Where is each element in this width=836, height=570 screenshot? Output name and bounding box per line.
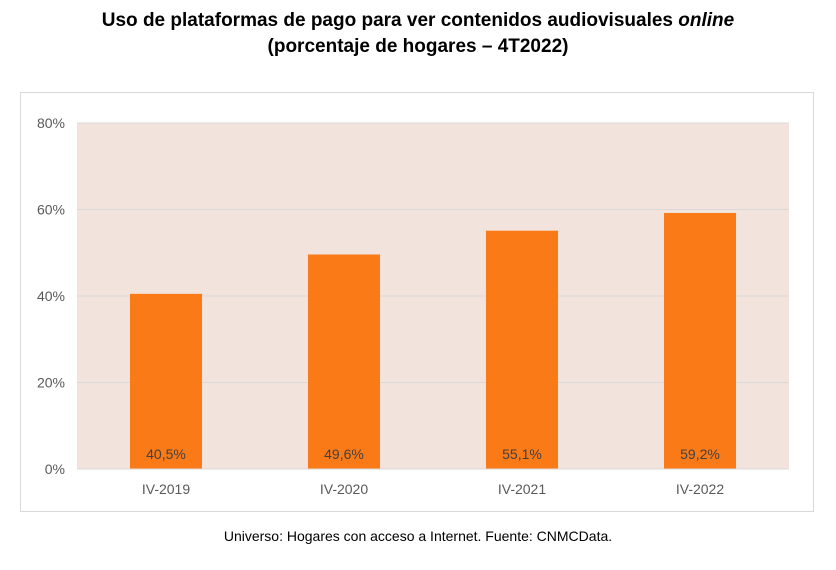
x-tick-label: IV-2021: [498, 481, 546, 497]
x-tick-label: IV-2022: [676, 481, 724, 497]
chart-title-line-1: Uso de plataformas de pago para ver cont…: [0, 8, 836, 34]
y-tick-label: 40%: [37, 288, 65, 304]
chart-frame: 0% 20% 40% 60% 80% 40,5% IV-2019 49,6% IV-2020 55…: [20, 92, 814, 512]
data-label: 55,1%: [502, 446, 542, 462]
data-label: 59,2%: [680, 446, 720, 462]
chart-title-main-text: Uso de plataformas de pago para ver cont…: [101, 10, 679, 31]
bar-chart: 0% 20% 40% 60% 80% 40,5% IV-2019 49,6% IV-2020 55…: [37, 115, 789, 497]
y-tick-label: 0%: [45, 461, 65, 477]
data-label: 49,6%: [324, 446, 364, 462]
bar-IV-2022: [664, 212, 736, 469]
source-footnote: Universo: Hogares con acceso a Internet.…: [223, 528, 613, 544]
x-tick-label: IV-2019: [142, 481, 190, 497]
y-tick-label: 80%: [37, 115, 65, 131]
chart-title-italic-text: online: [678, 10, 735, 31]
y-tick-label: 60%: [37, 202, 65, 218]
bar-IV-2021: [486, 230, 558, 469]
y-tick-label: 20%: [37, 375, 65, 391]
x-tick-label: IV-2020: [320, 481, 368, 497]
bar-IV-2019: [130, 293, 202, 469]
data-label: 40,5%: [146, 446, 186, 462]
chart-subtitle: (porcentaje de hogares – 4T2022): [267, 36, 569, 57]
bar-IV-2020: [308, 254, 380, 469]
chart-title: Uso de plataformas de pago para ver cont…: [0, 8, 836, 60]
